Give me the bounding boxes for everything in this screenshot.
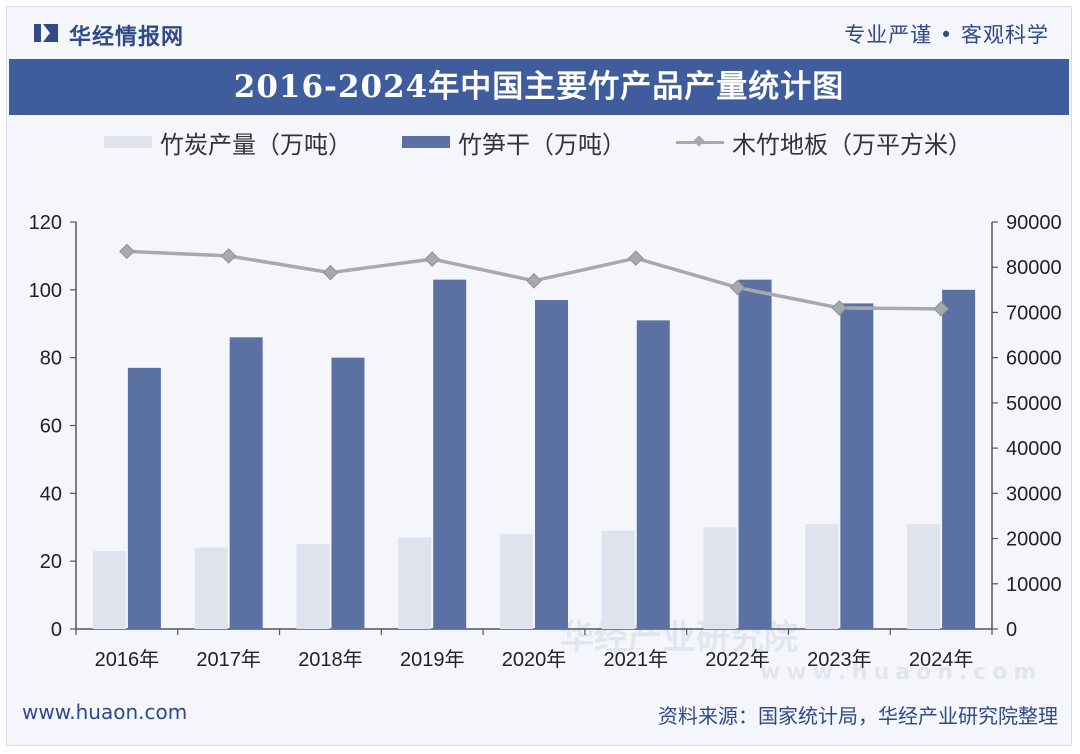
bar-charcoal: [601, 530, 635, 629]
top-bar: 华经情报网 专业严谨 • 客观科学: [7, 7, 1071, 59]
left-tick-label: 60: [40, 416, 62, 438]
bar-shoots: [229, 337, 263, 629]
bar-charcoal: [907, 523, 941, 629]
right-tick-label: 30000: [1006, 483, 1062, 505]
right-tick-label: 20000: [1006, 529, 1062, 551]
right-tick-label: 90000: [1006, 212, 1062, 234]
point-flooring: [220, 248, 237, 264]
bar-shoots: [331, 357, 365, 629]
legend-label-charcoal: 竹炭产量（万吨）: [160, 130, 352, 159]
right-tick-label: 10000: [1006, 574, 1062, 596]
point-flooring: [119, 243, 135, 260]
bar-charcoal: [194, 547, 228, 629]
bar-charcoal: [398, 537, 432, 629]
title-bar: 2016-2024年中国主要竹产品产量统计图: [9, 59, 1069, 115]
legend-swatch-charcoal: [104, 136, 152, 148]
x-tick-label: 2021年: [604, 648, 669, 671]
left-tick-label: 20: [40, 551, 62, 573]
legend-item-flooring: 木竹地板（万平方米）: [676, 122, 972, 162]
point-flooring: [729, 279, 746, 296]
point-flooring: [424, 251, 441, 267]
legend-label-shoots: 竹笋干（万吨）: [458, 130, 626, 159]
x-tick-label: 2023年: [807, 648, 872, 671]
x-tick-label: 2019年: [400, 648, 465, 671]
chart-legend: 竹炭产量（万吨） 竹笋干（万吨） 木竹地板（万平方米）: [0, 122, 1080, 162]
left-tick-label: 100: [29, 280, 62, 302]
point-flooring: [627, 250, 644, 266]
point-flooring: [526, 273, 542, 289]
right-tick-label: 50000: [1006, 393, 1062, 415]
x-tick-label: 2017年: [196, 648, 261, 671]
footer-source: 资料来源：国家统计局，华经产业研究院整理: [658, 704, 1058, 728]
left-tick-label: 40: [40, 483, 62, 505]
point-flooring: [831, 300, 848, 316]
legend-item-charcoal: 竹炭产量（万吨）: [104, 122, 352, 162]
x-tick-label: 2020年: [502, 648, 567, 671]
bar-charcoal: [805, 523, 839, 629]
right-tick-label: 70000: [1006, 302, 1062, 324]
bar-shoots: [942, 289, 976, 629]
footer-website: www.huaon.com: [22, 700, 188, 724]
brand-logo-icon: [34, 24, 58, 42]
point-flooring: [933, 301, 949, 317]
x-tick-label: 2016年: [95, 648, 160, 671]
x-tick-label: 2018年: [298, 648, 363, 671]
brand-slogan: 专业严谨 • 客观科学: [844, 23, 1049, 47]
left-tick-label: 80: [40, 348, 62, 370]
right-tick-label: 60000: [1006, 348, 1062, 370]
right-tick-label: 40000: [1006, 438, 1062, 460]
legend-label-flooring: 木竹地板（万平方米）: [732, 130, 972, 159]
x-tick-label: 2024年: [909, 648, 974, 671]
legend-item-shoots: 竹笋干（万吨）: [402, 122, 626, 162]
brand-name: 华经情报网: [69, 25, 185, 50]
x-tick-label: 2022年: [705, 648, 770, 671]
bar-charcoal: [500, 534, 533, 629]
legend-line-flooring: [676, 135, 724, 149]
left-tick-label: 120: [29, 212, 62, 234]
right-tick-label: 80000: [1006, 257, 1062, 279]
bar-charcoal: [92, 550, 126, 629]
bar-charcoal: [296, 544, 330, 629]
bar-shoots: [636, 320, 670, 629]
bar-shoots: [840, 303, 874, 629]
bar-shoots: [433, 279, 467, 629]
left-tick-label: 0: [51, 619, 62, 641]
bar-shoots: [738, 279, 772, 629]
bar-shoots: [127, 367, 161, 629]
chart-title: 2016-2024年中国主要竹产品产量统计图: [233, 69, 845, 105]
legend-swatch-shoots: [402, 136, 450, 148]
bar-charcoal: [703, 527, 737, 629]
point-flooring: [322, 264, 339, 281]
right-tick-label: 0: [1006, 619, 1017, 641]
bar-shoots: [535, 300, 568, 629]
